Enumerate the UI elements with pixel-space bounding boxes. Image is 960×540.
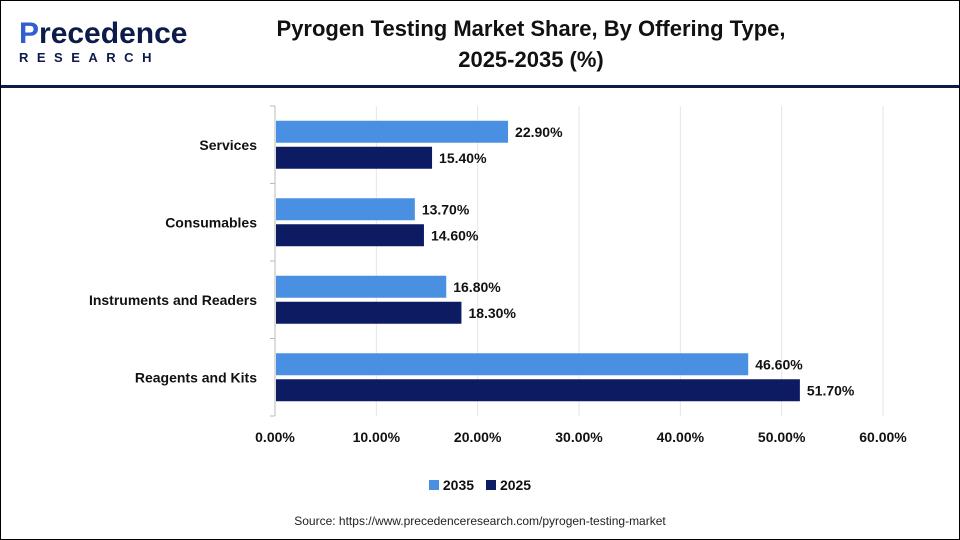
bar-2025 [276,301,462,324]
bar-2035 [276,120,509,143]
bar-2025 [276,146,433,169]
title-line-2: 2025-2035 (%) [458,47,604,72]
category-label: Reagents and Kits [135,369,257,385]
data-label: 46.60% [755,356,803,372]
bar-2025 [276,224,424,247]
plot-area: 0.00% 10.00% 20.00% 30.00% 40.00% 50.00% 60.00… [89,105,907,445]
title-line-1: Pyrogen Testing Market Share, By Offerin… [276,16,786,41]
data-label: 51.70% [807,382,855,398]
legend-swatch [485,480,496,490]
data-label: 13.70% [422,201,470,217]
precedence-research-logo: Precedence RESEARCH [19,17,188,66]
header: Precedence RESEARCH Pyrogen Testing Mark… [1,1,959,88]
data-label: 15.40% [439,150,487,166]
x-tick-label: 30.00% [555,429,603,445]
legend-item-2025: 2025 [485,477,532,493]
chart-title: Pyrogen Testing Market Share, By Offerin… [251,13,811,75]
data-label: 22.90% [515,124,563,140]
x-tick-label: 40.00% [657,429,705,445]
x-tick-label: 50.00% [758,429,806,445]
category-label: Services [199,137,257,153]
legend-item-2035: 2035 [428,477,475,493]
x-tick-label: 20.00% [454,429,502,445]
data-label: 18.30% [468,305,516,321]
data-label: 16.80% [453,279,501,295]
bar-2025 [276,379,800,402]
bar-2035 [276,275,447,298]
x-tick-label: 10.00% [353,429,401,445]
legend-swatch [428,480,439,490]
legend: 2035 2025 [1,477,959,493]
category-label: Instruments and Readers [89,292,257,308]
data-label: 14.60% [431,227,479,243]
bar-2035 [276,353,749,376]
category-label: Consumables [165,214,257,230]
x-tick-label: 60.00% [859,429,907,445]
legend-label: 2035 [442,477,475,493]
x-tick-label: 0.00% [255,429,295,445]
legend-label: 2025 [499,477,532,493]
source-note: Source: https://www.precedenceresearch.c… [294,514,666,528]
bar-2035 [276,198,415,221]
